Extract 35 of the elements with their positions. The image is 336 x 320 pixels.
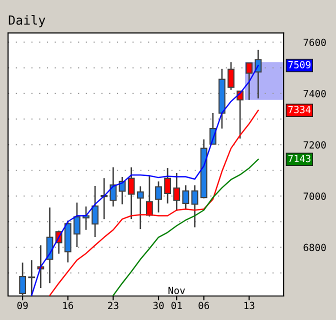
candlestick: [155, 180, 162, 214]
candlestick: [228, 61, 234, 91]
x-tick-label: 09: [17, 302, 28, 310]
candlestick: [73, 202, 80, 248]
chart-title: Daily: [8, 15, 46, 28]
x-tick-label: 06: [198, 302, 210, 310]
y-tick-label: 7600: [304, 38, 326, 46]
text: 7509: [288, 61, 310, 68]
candlestick: [28, 259, 36, 296]
candlestick: [164, 167, 172, 204]
candlestick: [37, 244, 44, 289]
line-series: [112, 158, 259, 296]
line-series: [49, 110, 259, 296]
y-tick-label: 7000: [304, 192, 326, 200]
x-tick-label: 23: [108, 302, 118, 310]
x-tick-label: 30: [153, 302, 164, 310]
y-tick-label: 7200: [304, 141, 326, 149]
annotation: Nov: [168, 286, 185, 294]
candlestick: [128, 166, 135, 220]
candlestick: [92, 185, 99, 238]
candlestick: [136, 186, 144, 230]
x-tick-label: 13: [244, 302, 254, 310]
y-tick-label: 6800: [304, 244, 326, 252]
candlestick: [19, 262, 26, 296]
x-tick-label: 16: [63, 302, 74, 310]
candlestick: [146, 175, 153, 218]
text: 7143: [288, 154, 310, 162]
candlestick: [110, 166, 117, 208]
x-tick-label: 01: [171, 302, 182, 310]
y-tick-label: 7400: [304, 90, 326, 98]
candlestick: [191, 184, 198, 228]
candlestick: [173, 172, 180, 212]
text: 7334: [288, 106, 311, 114]
candlestick: [182, 184, 190, 210]
candlestick: [246, 62, 253, 101]
